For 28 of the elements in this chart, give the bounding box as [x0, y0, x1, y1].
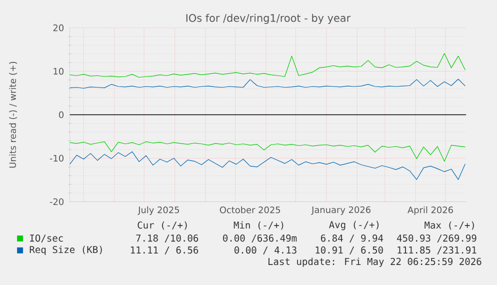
- y-tick-label: -20: [50, 198, 64, 206]
- x-tick-label: July 2025: [138, 206, 179, 215]
- text: Max (-/+): [424, 221, 474, 230]
- line-series: [70, 53, 466, 78]
- text: 450.93 /269.99: [396, 234, 476, 242]
- y-tick-label: 20: [53, 24, 64, 32]
- text: 11.11 / 6.56: [130, 246, 198, 254]
- text: Min (-/+): [234, 221, 284, 230]
- text: Last update: Fri May 22 06:25:59 2026: [268, 258, 482, 267]
- y-tick-label: -10: [50, 154, 64, 162]
- text: 0.00 /636.49m: [223, 234, 297, 242]
- x-tick-label: January 2026: [311, 206, 370, 215]
- legend-label: Req Size (KB): [30, 246, 102, 255]
- text: Cur (-/+): [138, 221, 187, 230]
- y-axis-title: Units read (-) / write (+): [9, 62, 18, 168]
- y-tick-label: 10: [54, 68, 64, 75]
- text: 7.18 /10.06: [136, 234, 198, 242]
- text: 0.00 / 4.13: [234, 246, 296, 254]
- chart-title: IOs for /dev/ring1/root - by year: [186, 14, 351, 24]
- y-tick-label: 0: [59, 111, 64, 118]
- text: 10.91 / 6.50: [316, 246, 383, 254]
- x-tick-label: October 2025: [220, 206, 280, 214]
- text: Avg (-/+): [329, 220, 379, 230]
- legend-label: IO/sec: [30, 234, 63, 242]
- text: 111.85 /231.91: [398, 246, 476, 254]
- x-tick-label: April 2026: [408, 206, 453, 215]
- line-series: [70, 151, 466, 180]
- text: 6.84 / 9.94: [320, 234, 384, 242]
